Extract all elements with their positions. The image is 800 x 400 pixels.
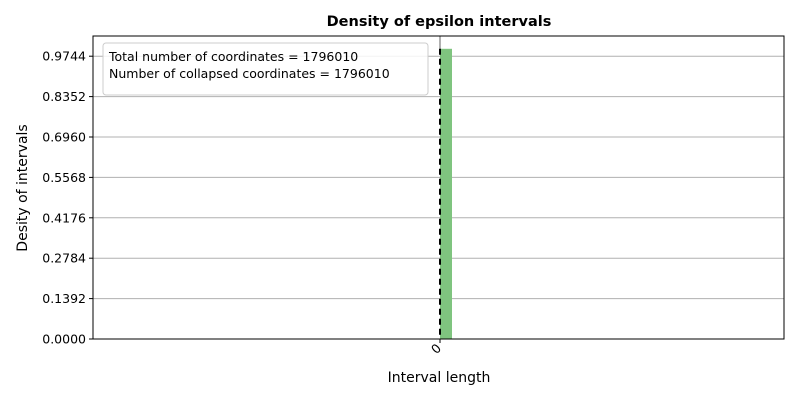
y-axis-label: Desity of intervals [15, 124, 31, 251]
y-tick-label: 0.8352 [42, 89, 86, 104]
legend-total-coordinates: Total number of coordinates = 1796010 [108, 49, 358, 64]
grid [93, 36, 784, 340]
legend-collapsed-coordinates: Number of collapsed coordinates = 179601… [109, 66, 390, 81]
x-axis-label: Interval length [388, 370, 491, 386]
y-tick-label: 0.1392 [42, 291, 86, 306]
legend-box [102, 42, 429, 96]
y-tick-label: 0.0000 [42, 332, 86, 347]
x-axis: 0 [428, 339, 444, 357]
bar [440, 48, 452, 340]
bars [440, 48, 452, 340]
x-tick-label: 0 [428, 340, 444, 356]
y-tick-label: 0.5568 [42, 170, 86, 185]
y-tick-label: 0.9744 [42, 49, 86, 64]
legend: Total number of coordinates = 1796010 Nu… [102, 42, 429, 96]
plot-frame [92, 35, 785, 340]
y-tick-label: 0.2784 [42, 251, 86, 266]
chart-title: Density of epsilon intervals [327, 14, 552, 30]
y-tick-label: 0.4176 [42, 210, 86, 225]
y-axis: 0.0000 0.1392 0.2784 0.4176 0.5568 0.6960 0.83… [42, 49, 93, 347]
y-tick-label: 0.6960 [42, 130, 86, 145]
